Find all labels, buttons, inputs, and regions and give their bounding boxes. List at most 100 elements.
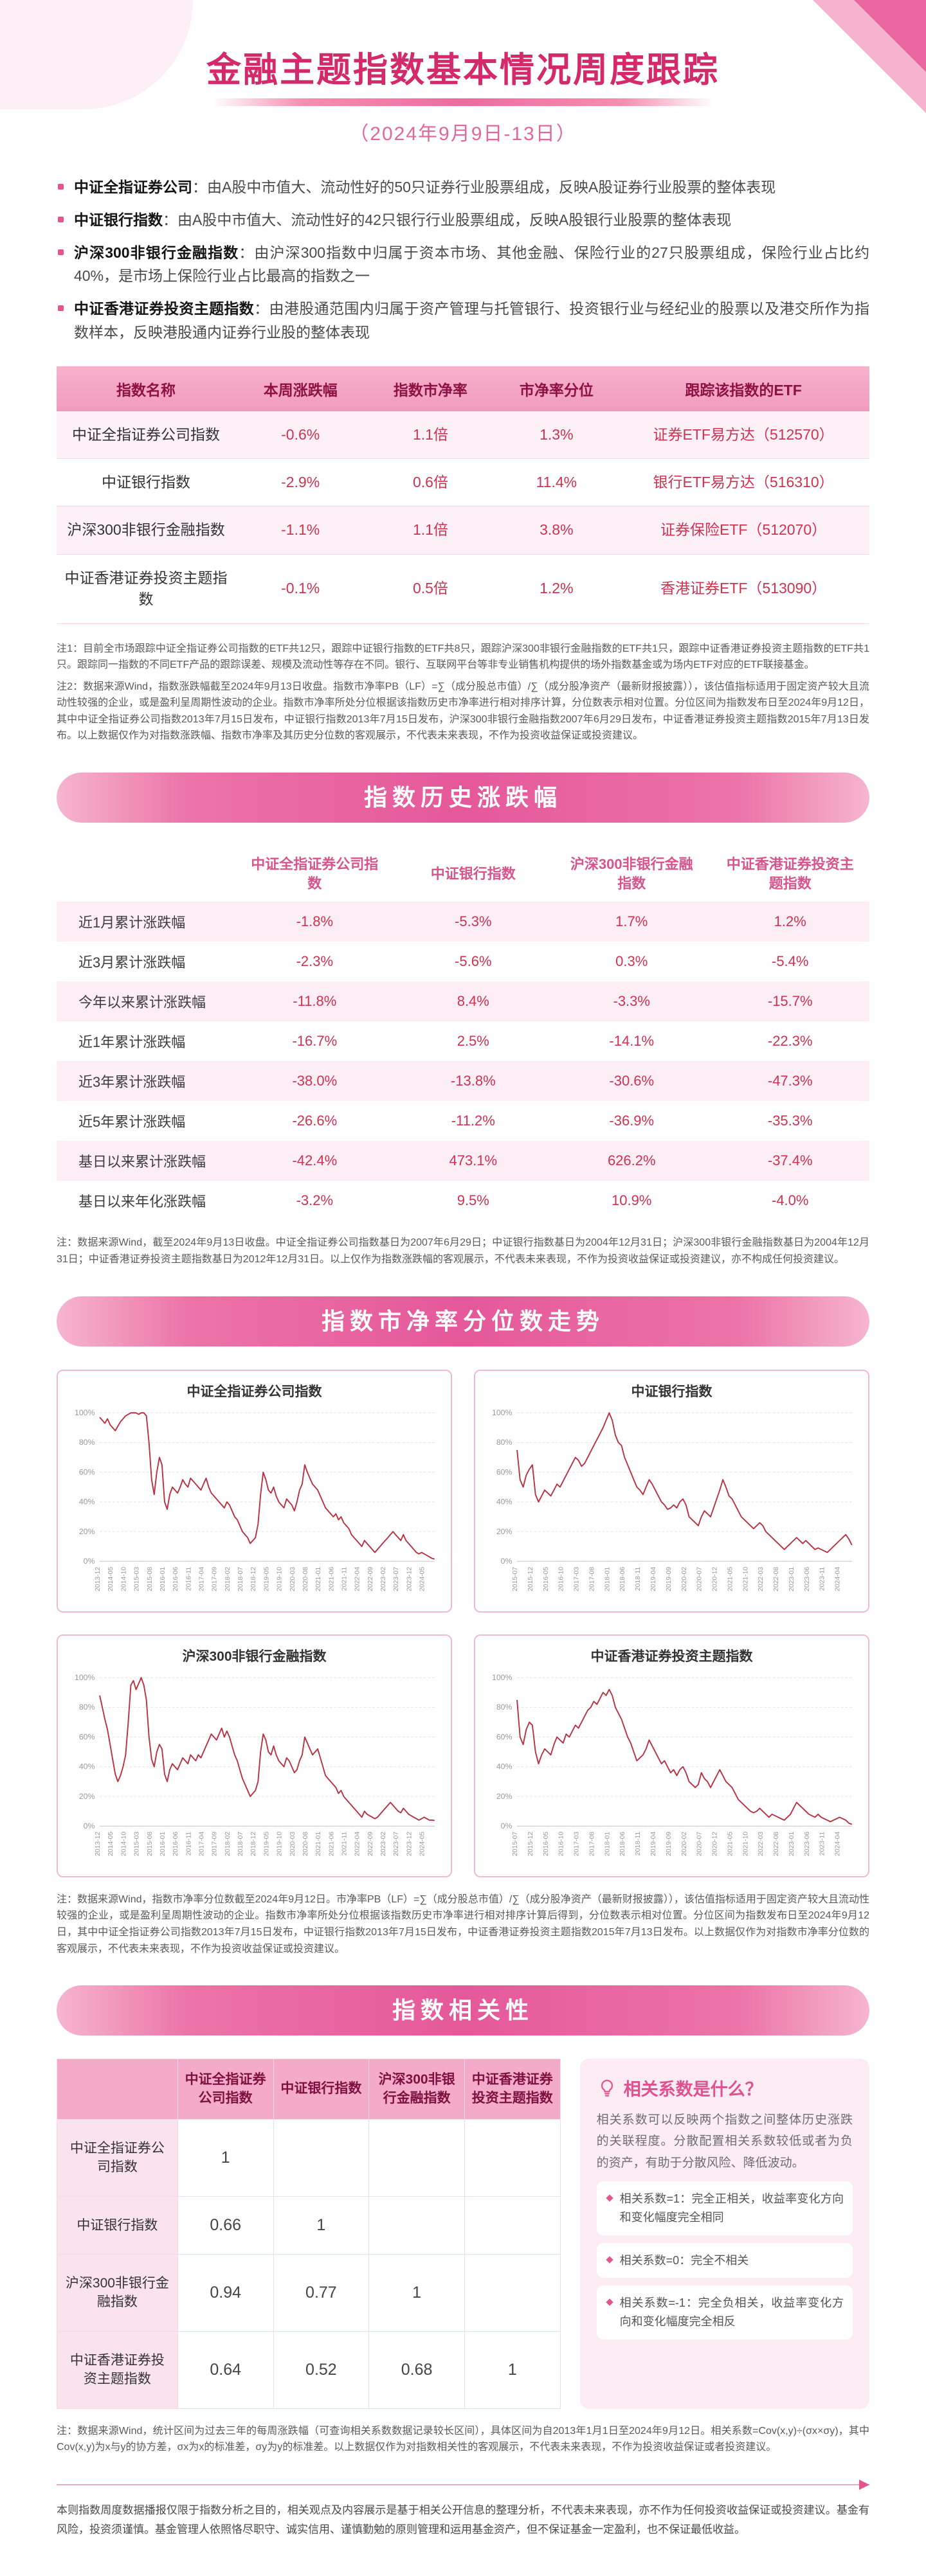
svg-text:40%: 40%	[496, 1762, 513, 1771]
value-cell: -5.4%	[772, 953, 809, 970]
svg-text:2021-10: 2021-10	[742, 1831, 749, 1856]
value-cell: -15.7%	[767, 993, 813, 1010]
chart-card: 沪深300非银行金融指数 0% 20% 40% 60% 80% 100% 2013-12 20…	[57, 1634, 452, 1877]
svg-text:20%: 20%	[496, 1526, 513, 1535]
svg-text:2018-02: 2018-02	[224, 1831, 232, 1856]
value-cell: -3.3%	[613, 993, 650, 1010]
svg-text:2019-09: 2019-09	[666, 1566, 673, 1591]
page-subtitle: （2024年9月9日-13日）	[349, 123, 577, 145]
pb-percentile-cell: 1.2%	[495, 554, 618, 624]
svg-text:0%: 0%	[84, 1821, 95, 1830]
pb-cell: 0.5倍	[365, 554, 496, 624]
svg-text:2021-06: 2021-06	[328, 1566, 335, 1591]
svg-text:2019-09: 2019-09	[666, 1831, 673, 1856]
value-cell: 1.7%	[615, 913, 648, 930]
correlation-cell: 0.66	[177, 2196, 274, 2255]
svg-text:2024-04: 2024-04	[835, 1831, 842, 1856]
svg-text:2022-03: 2022-03	[758, 1566, 765, 1591]
week-change-cell: -0.6%	[235, 411, 366, 460]
row-label: 近1年累计涨跌幅	[78, 1034, 186, 1051]
pb-percentile-cell: 1.3%	[495, 411, 618, 460]
svg-text:2013-12: 2013-12	[95, 1566, 102, 1591]
svg-text:100%: 100%	[75, 1408, 95, 1417]
etf-cell: 银行ETF易方达（516310）	[617, 458, 869, 507]
index-name-cell: 中证香港证券投资主题指数	[57, 554, 236, 624]
svg-text:20%: 20%	[79, 1792, 95, 1801]
value-cell: -37.4%	[767, 1152, 813, 1169]
info-point: 相关系数=1：完全正相关，收益率变化方向和变化幅度完全相同	[619, 2192, 844, 2224]
corner-cell	[57, 2059, 178, 2120]
svg-text:2023-07: 2023-07	[393, 1566, 400, 1591]
svg-text:2014-10: 2014-10	[120, 1566, 127, 1591]
svg-text:2023-06: 2023-06	[804, 1566, 811, 1591]
svg-text:2021-06: 2021-06	[328, 1831, 335, 1856]
list-item: 中证银行指数：由A股中市值大、流动性好的42只银行行业股票组成，反映A股银行业股…	[57, 208, 869, 232]
table-row: 近1年累计涨跌幅 -16.7% 2.5% -14.1% -22.3%	[57, 1021, 869, 1061]
week-change-cell: -2.9%	[235, 458, 366, 507]
svg-text:2018-02: 2018-02	[224, 1566, 232, 1591]
table-header-row: 中证全指证券公司指数 中证银行指数 沪深300非银行金融指数 中证香港证券投资主…	[57, 846, 869, 902]
svg-text:2024-05: 2024-05	[419, 1831, 426, 1856]
chart-title: 中证全指证券公司指数	[186, 1384, 322, 1399]
svg-text:2016-05: 2016-05	[543, 1831, 550, 1856]
value-cell: -30.6%	[609, 1073, 655, 1089]
svg-text:20%: 20%	[79, 1526, 95, 1535]
svg-text:2017-09: 2017-09	[212, 1831, 219, 1856]
correlation-cell: 1	[368, 2254, 465, 2332]
pb-cell: 1.1倍	[365, 506, 496, 555]
info-point: 相关系数=0：完全不相关	[619, 2253, 749, 2267]
chart-card: 中证银行指数 0% 20% 40% 60% 80% 100% 2015-07 2015-12 2…	[474, 1369, 869, 1613]
list-item: 中证香港证券投资主题指数：由港股通范围内归属于资产管理与托管银行、投资银行业与经…	[57, 297, 869, 344]
svg-text:40%: 40%	[79, 1497, 95, 1506]
svg-text:2020-07: 2020-07	[696, 1566, 704, 1591]
svg-text:2022-03: 2022-03	[758, 1831, 765, 1856]
etf-cell: 证券ETF易方达（512570）	[617, 411, 869, 460]
table-row: 近5年累计涨跌幅 -26.6% -11.2% -36.9% -35.3%	[57, 1101, 869, 1141]
table-row: 沪深300非银行金融指数 -1.1% 1.1倍 3.8% 证券保险ETF（512…	[57, 506, 869, 555]
svg-text:60%: 60%	[79, 1732, 95, 1741]
svg-text:2022-09: 2022-09	[367, 1831, 374, 1856]
row-label: 沪深300非银行金融指数	[57, 2254, 178, 2332]
note-text: 注1：目前全市场跟踪中证全指证券公司指数的ETF共12只，跟踪中证银行指数的ET…	[57, 643, 869, 671]
row-label: 中证全指证券公司指数	[57, 2118, 178, 2197]
table-row: 中证香港证券投资主题指数 0.64 0.52 0.68 1	[57, 2330, 561, 2409]
svg-text:2020-08: 2020-08	[302, 1831, 309, 1856]
bullet-diamond	[606, 2255, 613, 2264]
svg-text:2022-04: 2022-04	[354, 1566, 361, 1591]
correlation-cell: 0.64	[177, 2330, 274, 2409]
index-name: 沪深300非银行金融指数	[74, 244, 239, 261]
svg-text:2020-02: 2020-02	[681, 1566, 688, 1591]
value-cell: 10.9%	[612, 1192, 652, 1209]
table-row: 沪深300非银行金融指数 0.94 0.77 1	[57, 2254, 561, 2332]
correlation-cell	[273, 2118, 370, 2197]
svg-text:2020-03: 2020-03	[289, 1831, 296, 1856]
chart-title: 沪深300非银行金融指数	[182, 1649, 327, 1664]
svg-text:2015-12: 2015-12	[527, 1566, 534, 1591]
value-cell: -35.3%	[767, 1113, 813, 1129]
value-cell: -16.7%	[292, 1033, 338, 1050]
svg-text:2022-08: 2022-08	[773, 1831, 780, 1856]
info-box-description: 相关系数可以反映两个指数之间整体历史涨跌的关联程度。分散配置相关系数较低或者为负…	[596, 2113, 853, 2170]
svg-text:0%: 0%	[84, 1557, 95, 1566]
svg-text:2016-11: 2016-11	[185, 1831, 192, 1856]
table-row: 中证银行指数 -2.9% 0.6倍 11.4% 银行ETF易方达（516310）	[57, 458, 869, 507]
history-returns-table: 中证全指证券公司指数 中证银行指数 沪深300非银行金融指数 中证香港证券投资主…	[57, 846, 869, 1221]
svg-text:2017-04: 2017-04	[198, 1831, 205, 1856]
row-label: 近3年累计涨跌幅	[78, 1074, 186, 1091]
index-overview-table: 指数名称 本周涨跌幅 指数市净率 市净率分位 跟踪该指数的ETF 中证全指证券公…	[57, 366, 869, 624]
section-banner-correlation: 指数相关性	[57, 1985, 869, 2036]
svg-text:2014-05: 2014-05	[107, 1566, 114, 1591]
svg-text:2015-07: 2015-07	[512, 1566, 519, 1591]
report-header: 金融主题指数基本情况周度跟踪 （2024年9月9日-13日）	[57, 0, 869, 146]
value-cell: 1.2%	[774, 913, 806, 930]
history-note: 注：数据来源Wind，截至2024年9月13日收盘。中证全指证券公司指数基日为2…	[57, 1237, 869, 1266]
svg-text:2023-11: 2023-11	[819, 1831, 826, 1856]
chart-card: 中证香港证券投资主题指数 0% 20% 40% 60% 80% 100% 2015-07 20…	[474, 1634, 869, 1877]
svg-text:2019-04: 2019-04	[650, 1831, 657, 1856]
pb-cell: 1.1倍	[365, 411, 496, 460]
svg-text:2015-12: 2015-12	[527, 1831, 534, 1856]
svg-text:2018-07: 2018-07	[237, 1566, 244, 1591]
table-row: 中证香港证券投资主题指数 -0.1% 0.5倍 1.2% 香港证券ETF（513…	[57, 554, 869, 624]
row-label: 近3月累计涨跌幅	[78, 954, 186, 971]
